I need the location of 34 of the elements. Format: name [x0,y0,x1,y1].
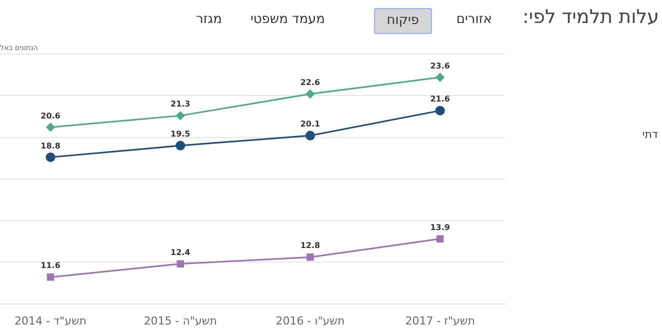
text: אזורים [455,11,493,29]
data-label: 12.4 [170,248,191,257]
point [176,111,185,120]
data-label: 20.6 [40,111,61,120]
point [46,152,56,162]
data-label: 21.6 [430,94,450,104]
x-tick-label: תשע"ז - 2017 [405,314,475,328]
data-label: 22.6 [300,78,321,88]
data-label: 20.1 [300,120,321,129]
data-label: 13.9 [430,222,450,232]
data-label: 12.8 [300,241,321,250]
data-label: 21.3 [170,100,190,109]
text: מעמד משפטי [249,11,326,29]
data-label: 19.5 [170,130,191,139]
point [305,130,316,140]
data-label: 23.6 [430,61,450,70]
point [46,122,55,132]
data-label: 11.6 [40,261,61,270]
point [436,235,444,242]
x-tick-label: תשע"ו - 2016 [276,314,345,328]
x-tick-label: תשע"ד - 2014 [14,314,86,328]
text: פיקוח [374,8,432,34]
point [435,106,445,116]
point [306,90,315,98]
point [436,73,444,82]
point [306,254,314,261]
data-label: 18.8 [40,141,61,150]
text: דתי [642,128,658,141]
x-tick-label: תשע"ה - 2015 [144,314,217,328]
point [46,274,54,281]
point [176,260,184,268]
text: עלות תלמיד לפי: [522,6,659,28]
point [176,140,186,150]
text: מגזר [194,11,223,29]
